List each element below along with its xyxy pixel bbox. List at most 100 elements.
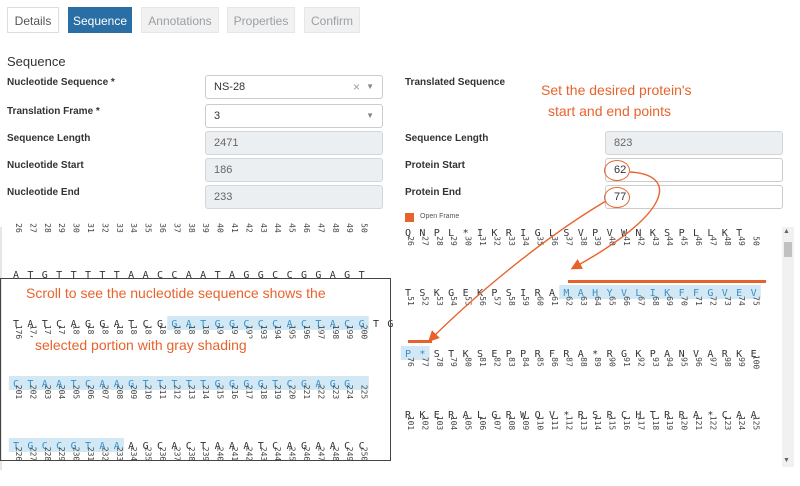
protein-row-char: K (463, 349, 469, 360)
protein-row-char: I (520, 288, 526, 299)
protein-row-char: L (635, 288, 641, 299)
protein-row-char: A (664, 349, 670, 360)
nucleotide-callout-line-2: selected portion with gray shading (33, 335, 249, 356)
protein-row-char: F (693, 288, 699, 299)
protein-row-char: A (693, 410, 699, 421)
protein-row-number: 83 (507, 357, 516, 367)
protein-row-char: C (722, 410, 728, 421)
protein-row-number: 85 (536, 357, 545, 367)
protein-row-number: 76 (406, 357, 415, 367)
protein-end-input[interactable]: 77 (605, 185, 783, 209)
tab-details[interactable]: Details (7, 7, 59, 33)
protein-top-number: 49 (737, 236, 746, 246)
protein-top-char: I (477, 228, 483, 239)
protein-row-char: R (563, 349, 570, 360)
tab-confirm[interactable]: Confirm (304, 7, 360, 33)
protein-row-char: R (607, 349, 614, 360)
protein-top-char: R (506, 228, 513, 239)
protein-row-char: R (722, 349, 729, 360)
nucleotide-top-number: 46 (302, 223, 311, 233)
protein-callout-line-1: Set the desired protein's (541, 82, 692, 98)
protein-row-number: 117 (636, 416, 645, 431)
scrollbar-thumb[interactable] (784, 242, 792, 257)
open-frame-bar (408, 340, 432, 343)
nucleotide-top-number: 38 (187, 223, 196, 233)
protein-row-char: A (707, 349, 713, 360)
protein-row-number: 53 (435, 296, 444, 306)
protein-top-number: 31 (478, 236, 487, 246)
protein-top-char: P (434, 228, 440, 239)
nucleotide-sequence-select[interactable]: NS-28 × ▼ (205, 75, 383, 99)
nucleotide-top-number: 28 (43, 223, 52, 233)
nucleotide-top-number: 50 (360, 223, 369, 233)
protein-row-number: 108 (507, 416, 516, 431)
protein-row-char: * (563, 410, 569, 421)
protein-row-number: 68 (651, 296, 660, 306)
protein-row-char: G (707, 288, 713, 299)
protein-row-char: R (607, 410, 614, 421)
protein-top-number: 35 (536, 236, 545, 246)
clear-icon[interactable]: × (352, 80, 360, 94)
protein-row-number: 54 (449, 296, 458, 306)
tab-annotations[interactable]: Annotations (141, 7, 219, 33)
protein-row-number: 73 (723, 296, 732, 306)
protein-top-char: N (419, 228, 425, 239)
protein-top-number: 36 (550, 236, 559, 246)
protein-row-char: C (621, 410, 627, 421)
protein-top-number: 34 (521, 236, 530, 246)
protein-row-char: A (736, 410, 742, 421)
protein-top-char: P (679, 228, 685, 239)
scroll-down-arrow[interactable]: ▼ (783, 457, 790, 464)
protein-row-char: E (463, 288, 469, 299)
protein-row-char: S (477, 349, 483, 360)
chevron-down-icon[interactable]: ▼ (366, 82, 374, 91)
chevron-down-icon[interactable]: ▼ (366, 111, 374, 120)
protein-row-char: K (477, 288, 483, 299)
protein-row-number: 81 (478, 357, 487, 367)
protein-row-char: E (736, 288, 742, 299)
protein-start-input[interactable]: 62 (605, 158, 783, 182)
protein-row-char: S (419, 288, 425, 299)
protein-row-char: G (491, 410, 497, 421)
sequence-scrollbar[interactable] (782, 227, 794, 467)
protein-row-number: 107 (492, 416, 501, 431)
protein-row-char: P (506, 349, 512, 360)
translation-frame-select[interactable]: 3 ▼ (205, 104, 383, 128)
protein-row-char: P (650, 349, 656, 360)
nucleotide-top-number: 36 (158, 223, 167, 233)
nucleotide-top-number: 32 (100, 223, 109, 233)
protein-top-char: V (578, 228, 584, 239)
protein-top-char: K (491, 228, 497, 239)
protein-top-char: W (621, 228, 628, 239)
protein-row-char: Y (607, 288, 613, 299)
protein-row-number: 121 (694, 416, 703, 431)
protein-row-char: R (506, 410, 513, 421)
protein-row-number: 118 (651, 416, 660, 431)
nucleotide-top-number: 49 (345, 223, 354, 233)
protein-row-number: 103 (435, 416, 444, 431)
protein-row-number: 90 (608, 357, 617, 367)
scroll-up-arrow[interactable]: ▲ (783, 228, 790, 235)
protein-row-number: 97 (708, 357, 717, 367)
protein-top-number: 26 (406, 236, 415, 246)
protein-row-number: 74 (737, 296, 746, 306)
protein-row-number: 125 (752, 416, 761, 431)
protein-row-char: * (592, 349, 598, 360)
protein-row-number: 114 (593, 416, 602, 431)
protein-top-number: 46 (694, 236, 703, 246)
open-frame-bar (568, 280, 766, 283)
nucleotide-top-number: 45 (288, 223, 297, 233)
protein-row-number: 106 (478, 416, 487, 431)
protein-row-char: * (419, 349, 425, 360)
protein-row-number: 58 (507, 296, 516, 306)
protein-row-char: I (650, 288, 656, 299)
protein-row-char: L (477, 410, 483, 421)
tab-sequence[interactable]: Sequence (68, 7, 132, 33)
protein-row-char: K (434, 288, 440, 299)
protein-row-number: 64 (593, 296, 602, 306)
protein-row-char: E (434, 410, 440, 421)
protein-top-char: L (693, 228, 699, 239)
protein-top-char: S (563, 228, 569, 239)
tab-properties[interactable]: Properties (227, 7, 295, 33)
protein-top-number: 43 (651, 236, 660, 246)
